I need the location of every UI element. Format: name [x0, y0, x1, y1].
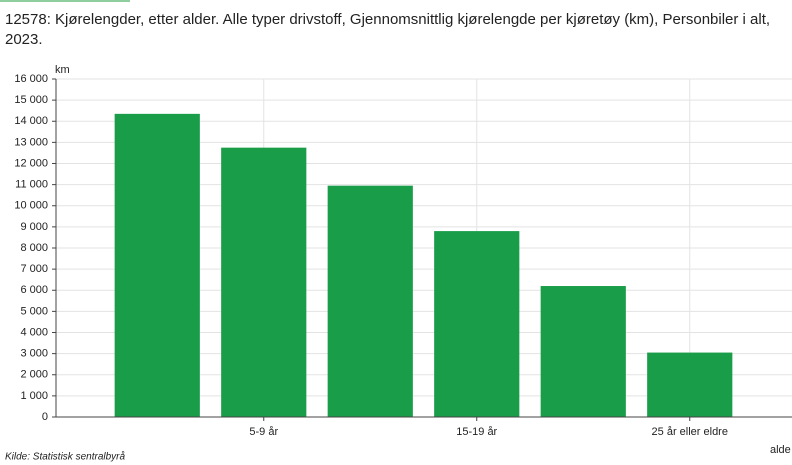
- bar: [221, 147, 307, 417]
- x-tick-label: 5-9 år: [249, 426, 278, 438]
- y-tick-label: 8 000: [20, 242, 48, 254]
- y-tick-label: 11 000: [15, 179, 48, 191]
- accent-line: [0, 0, 130, 2]
- chart-title: 12578: Kjørelengder, etter alder. Alle t…: [5, 11, 771, 48]
- bar: [540, 286, 626, 417]
- x-axis-label: alde: [770, 444, 791, 456]
- y-tick-label: 12 000: [14, 157, 48, 169]
- y-tick-label: 14 000: [14, 115, 48, 127]
- source: Kilde: Statistisk sentralbyrå: [5, 451, 125, 463]
- y-tick-label: 13 000: [14, 136, 48, 148]
- y-tick-label: 1 000: [20, 390, 48, 402]
- y-tick-label: 10 000: [14, 200, 48, 212]
- y-tick-label: 3 000: [20, 348, 48, 360]
- x-tick-label: 25 år eller eldre: [652, 426, 728, 438]
- bar: [647, 352, 733, 417]
- bar: [434, 231, 520, 417]
- y-tick-label: 2 000: [20, 369, 48, 381]
- y-tick-label: 9 000: [20, 221, 48, 233]
- y-tick-label: 7 000: [20, 263, 48, 275]
- bar: [114, 113, 200, 417]
- bar: [327, 185, 413, 417]
- y-axis-label: km: [55, 64, 70, 76]
- y-tick-label: 4 000: [20, 326, 48, 338]
- y-tick-label: 6 000: [20, 284, 48, 296]
- y-tick-label: 5 000: [20, 305, 48, 317]
- y-tick-label: 0: [42, 411, 48, 423]
- y-tick-label: 15 000: [14, 94, 48, 106]
- y-tick-label: 16 000: [14, 73, 48, 85]
- x-tick-label: 15-19 år: [456, 426, 497, 438]
